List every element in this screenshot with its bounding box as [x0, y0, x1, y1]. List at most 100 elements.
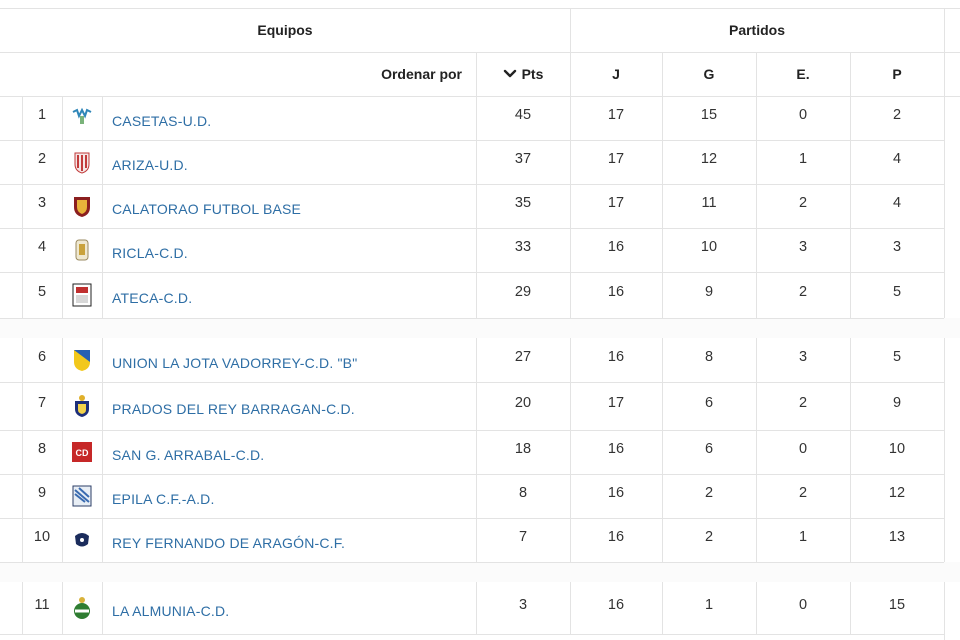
crest-cell [62, 382, 102, 430]
won-cell: 2 [704, 485, 714, 501]
points-cell: 29 [514, 284, 532, 300]
column-header-e[interactable]: E. [796, 66, 810, 82]
crest-cell [62, 272, 102, 318]
drawn-cell: 0 [798, 107, 808, 123]
column-header-p[interactable]: P [892, 66, 902, 82]
column-header-j[interactable]: J [612, 66, 620, 82]
crest-cell [62, 474, 102, 518]
position-cell: 8 [37, 441, 47, 457]
points-cell: 20 [514, 395, 532, 411]
drawn-cell: 2 [798, 195, 808, 211]
drawn-cell: 0 [798, 441, 808, 457]
svg-text:CD: CD [76, 448, 89, 458]
crest-cell [62, 228, 102, 272]
played-cell: 16 [607, 441, 625, 457]
team-link[interactable]: LA ALMUNIA-C.D. [112, 603, 230, 619]
lost-cell: 5 [892, 349, 902, 365]
la-almunia-crest-icon [74, 597, 90, 619]
column-header-g[interactable]: G [703, 66, 715, 82]
position-cell: 1 [37, 107, 47, 123]
casetas-crest-icon [72, 107, 92, 124]
ricla-crest-icon [75, 239, 89, 261]
crest-cell [62, 96, 102, 140]
drawn-cell: 1 [798, 151, 808, 167]
team-link[interactable]: ATECA-C.D. [112, 290, 193, 306]
drawn-cell: 3 [798, 239, 808, 255]
won-cell: 1 [704, 597, 714, 613]
lost-cell: 4 [892, 151, 902, 167]
won-cell: 8 [704, 349, 714, 365]
drawn-cell: 2 [798, 395, 808, 411]
position-cell: 4 [37, 239, 47, 255]
drawn-cell: 3 [798, 349, 808, 365]
lost-cell: 10 [888, 441, 906, 457]
prados-crest-icon [75, 395, 89, 417]
calatorao-crest-icon [74, 197, 90, 217]
position-cell: 3 [37, 195, 47, 211]
header-group-matches: Partidos [728, 22, 785, 38]
played-cell: 16 [607, 284, 625, 300]
lost-cell: 4 [892, 195, 902, 211]
team-link[interactable]: REY FERNANDO DE ARAGÓN-C.F. [112, 535, 346, 551]
team-link[interactable]: UNION LA JOTA VADORREY-C.D. "B" [112, 355, 358, 371]
team-link[interactable]: SAN G. ARRABAL-C.D. [112, 447, 265, 463]
points-cell: 45 [514, 107, 532, 123]
position-cell: 9 [37, 485, 47, 501]
points-cell: 37 [514, 151, 532, 167]
team-link[interactable]: EPILA C.F.-A.D. [112, 491, 215, 507]
played-cell: 16 [607, 485, 625, 501]
chevron-down-icon [503, 69, 516, 78]
crest-cell: CD [62, 430, 102, 474]
lost-cell: 15 [888, 597, 906, 613]
won-cell: 11 [701, 195, 717, 211]
played-cell: 17 [607, 107, 625, 123]
team-link[interactable]: ARIZA-U.D. [112, 157, 188, 173]
points-cell: 7 [518, 529, 528, 545]
played-cell: 16 [607, 597, 625, 613]
drawn-cell: 2 [798, 485, 808, 501]
lost-cell: 9 [892, 395, 902, 411]
played-cell: 16 [607, 529, 625, 545]
drawn-cell: 2 [798, 284, 808, 300]
won-cell: 10 [700, 239, 718, 255]
won-cell: 2 [704, 529, 714, 545]
lost-cell: 12 [888, 485, 906, 501]
played-cell: 16 [607, 349, 625, 365]
position-cell: 6 [37, 349, 47, 365]
team-link[interactable]: RICLA-C.D. [112, 245, 188, 261]
san-g-arrabal-crest-icon: CD [72, 442, 92, 462]
zone-separator [0, 318, 960, 338]
ariza-crest-icon [74, 152, 90, 174]
position-cell: 5 [37, 284, 47, 300]
crest-cell [62, 184, 102, 228]
points-cell: 33 [514, 239, 532, 255]
points-cell: 18 [514, 441, 532, 457]
team-link[interactable]: CALATORAO FUTBOL BASE [112, 201, 302, 217]
sort-pts-header[interactable]: Pts [476, 52, 570, 96]
drawn-cell: 0 [798, 597, 808, 613]
points-cell: 27 [514, 349, 532, 365]
team-link[interactable]: CASETAS-U.D. [112, 113, 212, 129]
header-group-teams: Equipos [257, 22, 313, 38]
zone-separator [0, 562, 960, 582]
ateca-crest-icon [72, 283, 92, 307]
played-cell: 16 [607, 239, 625, 255]
union-la-jota-crest-icon [74, 350, 90, 371]
crest-cell [62, 518, 102, 562]
played-cell: 17 [607, 395, 625, 411]
crest-cell [62, 582, 102, 634]
points-cell: 8 [518, 485, 528, 501]
crest-cell [62, 140, 102, 184]
points-cell: 35 [514, 195, 532, 211]
epila-crest-icon [72, 485, 92, 507]
won-cell: 6 [704, 395, 714, 411]
column-header-pts: Pts [521, 66, 544, 82]
lost-cell: 3 [892, 239, 902, 255]
lost-cell: 2 [892, 107, 902, 123]
lost-cell: 13 [888, 529, 906, 545]
won-cell: 15 [700, 107, 718, 123]
crest-cell [62, 338, 102, 382]
team-link[interactable]: PRADOS DEL REY BARRAGAN-C.D. [112, 401, 355, 417]
played-cell: 17 [607, 151, 625, 167]
